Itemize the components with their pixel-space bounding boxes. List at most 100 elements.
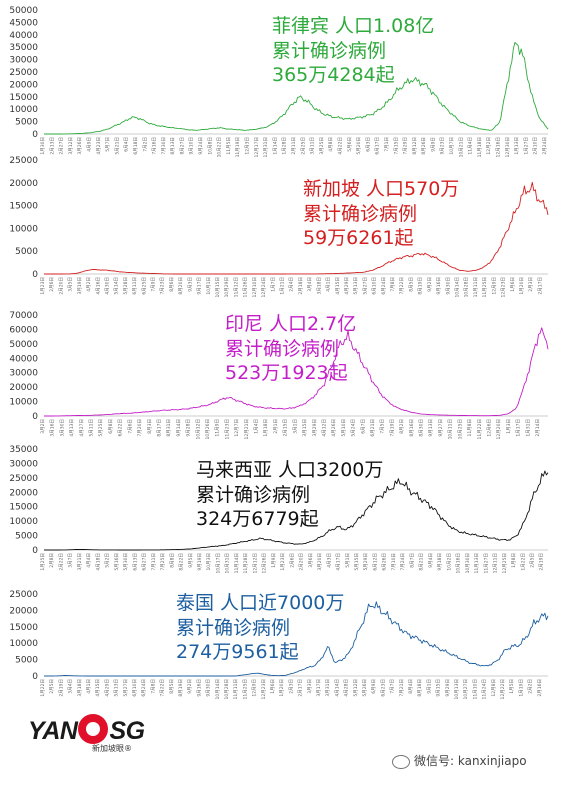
x-tick-label: 1月18日	[263, 419, 269, 437]
logo-q-icon	[78, 714, 109, 745]
y-tick-label: 30000	[9, 56, 38, 66]
chart-singapore-svg: 0 5000 10000 15000 20000 25000 1月23日 2月6日 2月20日 3…	[9, 156, 549, 298]
x-tick-label: 3月17日	[316, 679, 322, 697]
x-tick-label: 12月23日	[501, 277, 507, 297]
x-tick-label: 1月8日	[511, 553, 517, 568]
y-tick-label: 10000	[9, 639, 38, 649]
x-tick-label: 6月7日	[360, 419, 366, 434]
x-tick-label: 9月9日	[431, 137, 437, 152]
x-tick-label: 10月21日	[458, 137, 464, 157]
chart-malaysia: 0 5000 10000 15000 20000 25000 30000 35000 1月25日…	[0, 445, 562, 585]
x-tick-label: 8月17日	[157, 419, 163, 437]
series-line-0	[44, 42, 549, 135]
annotation-line-3: 365万4284起	[272, 64, 395, 87]
x-tick-label: 5月11日	[89, 419, 95, 437]
y-tick-label: 0	[32, 412, 38, 422]
x-tick-label: 12月21日	[244, 419, 250, 439]
x-tick-label: 9月30日	[445, 277, 451, 295]
x-tick-label: 2月15日	[283, 419, 289, 437]
x-tick-label: 6月3日	[365, 137, 371, 152]
yanqsg-logo: YAN SG	[28, 714, 145, 747]
x-tick-label: 6月4日	[124, 137, 130, 152]
x-tick-label: 1月25日	[40, 553, 46, 571]
x-tick-label: 8月7日	[409, 553, 415, 568]
x-tick-label: 3月31日	[325, 679, 331, 697]
y-tick-label: 10000	[9, 398, 38, 408]
x-tick-label: 3月21日	[77, 553, 83, 571]
x-tick-label: 9月1日	[426, 679, 432, 694]
annotation-line-1: 印尼 人口2.7亿	[225, 313, 357, 335]
x-tick-label: 7月20日	[137, 419, 143, 437]
x-tick-label: 3月7日	[68, 553, 74, 568]
x-tick-label: 8月2日	[399, 419, 405, 434]
x-tick-label: 11月28日	[243, 553, 249, 573]
x-tick-label: 2月11日	[291, 137, 297, 155]
x-tick-label: 10月22日	[217, 137, 223, 157]
x-tick-label: 12月20日	[496, 419, 502, 439]
x-tick-label: 2月13日	[49, 137, 55, 155]
x-tick-label: 4月30日	[105, 277, 111, 295]
x-tick-label: 9月2日	[187, 679, 193, 694]
x-tick-label: 10月15日	[215, 277, 221, 297]
x-tick-label: 5月7日	[105, 137, 111, 152]
y-tick-label: 0	[32, 546, 38, 556]
chart-malaysia-svg: 0 5000 10000 15000 20000 25000 30000 35000 1月25日…	[9, 445, 549, 573]
x-tick-label: 3月11日	[310, 137, 316, 155]
annotation-line-2: 累计确诊病例	[176, 616, 291, 639]
x-tick-label: 11月14日	[234, 553, 240, 573]
x-tick-label: 12月31日	[263, 137, 269, 157]
x-tick-label: 5月27日	[362, 277, 368, 295]
x-tick-label: 11月22日	[477, 419, 483, 439]
annotation-malaysia: 马来西亚 人口3200万 累计确诊病例 324万6779起	[196, 458, 383, 532]
x-tick-label: 9月5日	[188, 553, 194, 568]
x-tick-label: 8月16日	[409, 419, 415, 437]
x-tick-label: 4月8日	[328, 137, 334, 152]
x-tick-label: 4月29日	[104, 679, 110, 697]
x-tick-label: 11月5日	[226, 137, 232, 155]
x-tick-label: 4月4日	[86, 553, 92, 568]
chart-philippines: 0 5000 10000 15000 20000 25000 30000 35000 40000…	[0, 0, 562, 157]
x-tick-label: 8月19日	[178, 679, 184, 697]
x-tick-label: 12月24日	[261, 277, 267, 297]
x-tick-label: 11月13日	[474, 553, 480, 573]
annotation-line-1: 菲律宾 人口1.08亿	[272, 15, 435, 37]
x-tick-label: 12月9日	[491, 277, 497, 295]
x-tick-label: 3月12日	[68, 137, 74, 155]
x-tick-label: 11月25日	[242, 679, 248, 699]
x-tick-label: 3月18日	[77, 679, 83, 697]
x-tick-label: 11月26日	[243, 277, 249, 297]
x-tick-label: 9月3日	[187, 277, 193, 292]
chart-singapore: 0 5000 10000 15000 20000 25000 1月23日 2月6日 2月20日 3…	[0, 155, 562, 305]
x-tick-label: 11月9日	[215, 419, 221, 437]
x-tick-label: 7月22日	[399, 277, 405, 295]
y-tick-label: 20000	[9, 179, 38, 189]
x-tick-label: 8月26日	[421, 137, 427, 155]
x-tick-label: 10月7日	[449, 137, 455, 155]
x-tick-label: 12月23日	[261, 679, 267, 699]
x-tick-label: 4月9日	[87, 137, 93, 152]
x-tick-label: 6月22日	[118, 419, 124, 437]
x-tick-label: 4月29日	[344, 277, 350, 295]
x-tick-label: 2月22日	[59, 553, 65, 571]
x-tick-label: 12月8日	[491, 679, 497, 697]
x-tick-label: 7月25日	[160, 553, 166, 571]
y-tick-label: 25000	[9, 156, 38, 166]
x-tick-label: 7月6日	[127, 419, 133, 434]
y-tick-label: 0	[32, 270, 38, 280]
x-tick-label: 9月15日	[436, 679, 442, 697]
x-tick-label: 1月22日	[520, 553, 526, 571]
y-tick-label: 25000	[9, 590, 38, 600]
wechat-id: 微信号: kanxinjiapo	[392, 752, 527, 769]
x-tick-label: 12月6日	[487, 419, 493, 437]
x-tick-label: 6月23日	[380, 679, 386, 697]
x-tick-label: 2月19日	[539, 553, 545, 571]
x-tick-label: 1月27日	[523, 137, 529, 155]
x-tick-label: 1月31日	[525, 419, 531, 437]
y-tick-label: 25000	[9, 68, 38, 78]
x-tick-label: 4月15日	[95, 679, 101, 697]
annotation-indonesia: 印尼 人口2.7亿 累计确诊病例 523万1923起	[225, 312, 356, 386]
x-tick-label: 12月3日	[245, 137, 251, 155]
y-tick-label: 70000	[9, 311, 38, 321]
x-tick-label: 12月26日	[262, 553, 268, 573]
x-tick-label: 1月20日	[519, 277, 525, 295]
